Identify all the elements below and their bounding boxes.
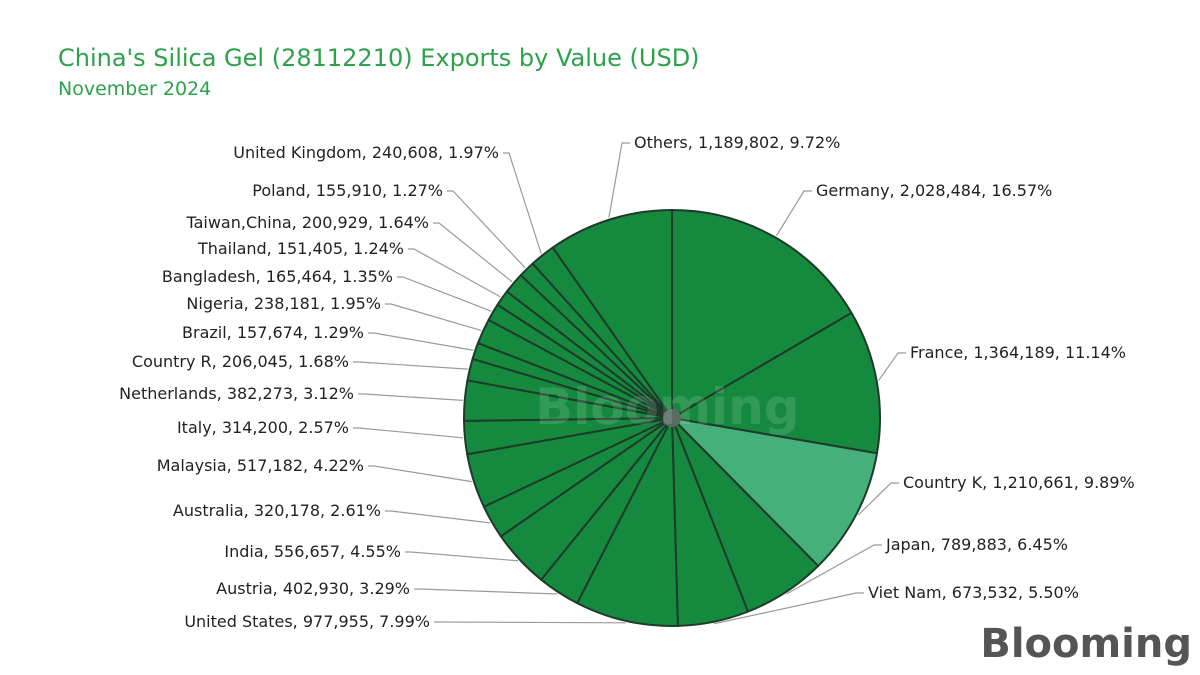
leader-line (503, 152, 542, 254)
slice-label: Brazil, 157,674, 1.29% (182, 323, 364, 342)
slice-label: Country K, 1,210,661, 9.89% (903, 473, 1135, 492)
chart-subtitle: November 2024 (58, 78, 212, 100)
slice-label: Bangladesh, 165,464, 1.35% (162, 267, 393, 286)
slice-label: United States, 977,955, 7.99% (184, 612, 430, 631)
leader-line (397, 276, 492, 312)
leader-line (385, 303, 482, 332)
leader-line (857, 482, 899, 516)
slice-labels: Germany, 2,028,484, 16.57% France, 1,364,… (119, 133, 1135, 631)
leader-line (368, 332, 474, 351)
pie-slices (463, 209, 881, 627)
leader-line (385, 510, 491, 524)
slice-label: Thailand, 151,405, 1.24% (197, 239, 404, 258)
slice-label: Australia, 320,178, 2.61% (173, 501, 381, 520)
pie-slice-germany (671, 209, 853, 419)
pie-slice-united-states (576, 417, 679, 627)
slice-label: Netherlands, 382,273, 3.12% (119, 384, 354, 403)
leader-line (408, 248, 501, 298)
leader-line (878, 352, 906, 381)
leader-line (608, 142, 630, 218)
slice-label: Others, 1,189,802, 9.72% (634, 133, 840, 152)
slice-label: Country R, 206,045, 1.68% (132, 352, 349, 371)
leader-line (786, 544, 882, 595)
slice-label: Taiwan,China, 200,929, 1.64% (185, 213, 429, 232)
leader-lines (353, 142, 906, 625)
pie-center (663, 409, 681, 427)
slice-label: United Kingdom, 240,608, 1.97% (233, 143, 499, 162)
slice-label: India, 556,657, 4.55% (224, 542, 401, 561)
pie-slice-france (671, 311, 881, 455)
slice-label: Viet Nam, 673,532, 5.50% (868, 583, 1079, 602)
pie-slice-others (551, 209, 673, 419)
leader-line (433, 222, 513, 283)
leader-line (405, 551, 519, 562)
slice-label: Italy, 314,200, 2.57% (177, 418, 349, 437)
brand-logo: Blooming (980, 621, 1192, 667)
slice-label: Poland, 155,910, 1.27% (252, 181, 443, 200)
leader-line (358, 393, 463, 401)
leader-line (353, 361, 468, 370)
leader-line (447, 190, 526, 269)
leader-line (775, 190, 812, 237)
slice-label: Malaysia, 517,182, 4.22% (157, 456, 364, 475)
leader-line (434, 621, 626, 624)
slice-label: France, 1,364,189, 11.14% (910, 343, 1126, 362)
slice-label: Japan, 789,883, 6.45% (885, 535, 1068, 554)
slice-label: Nigeria, 238,181, 1.95% (186, 294, 381, 313)
slice-label: Germany, 2,028,484, 16.57% (816, 181, 1052, 200)
pie-slice-country-k (671, 417, 878, 567)
leader-line (414, 588, 558, 595)
chart-title: China's Silica Gel (28112210) Exports by… (58, 44, 700, 72)
slice-label: Austria, 402,930, 3.29% (216, 579, 410, 598)
leader-line (353, 427, 463, 439)
leader-line (713, 592, 864, 625)
leader-line (368, 465, 472, 483)
